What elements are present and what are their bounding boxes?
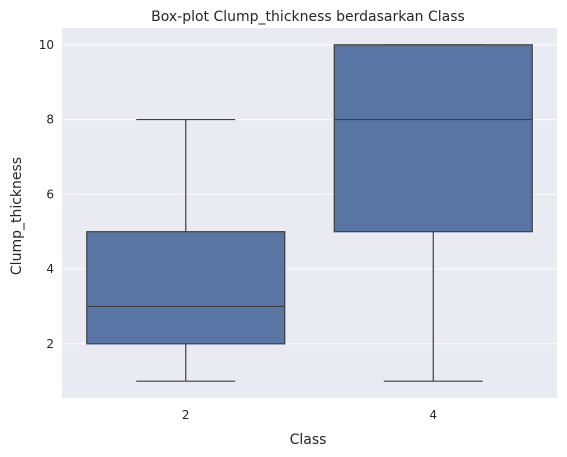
y-tick-8: 8 (46, 113, 54, 127)
chart-title: Box-plot Clump_thickness berdasarkan Cla… (151, 9, 465, 25)
box-iqr (333, 44, 533, 233)
x-axis-label: Class (290, 432, 327, 448)
y-tick-labels: 2 4 6 8 10 (39, 38, 54, 351)
box-group-4 (333, 44, 533, 382)
boxes (86, 44, 533, 382)
box-group-2 (86, 118, 286, 382)
box-iqr (86, 231, 286, 345)
y-tick-2: 2 (46, 337, 54, 351)
x-tick-4: 4 (429, 408, 437, 422)
y-axis-label: Clump_thickness (9, 157, 25, 275)
y-tick-10: 10 (39, 38, 54, 52)
x-tick-2: 2 (182, 408, 190, 422)
y-tick-6: 6 (46, 187, 54, 201)
y-tick-4: 4 (46, 262, 54, 276)
